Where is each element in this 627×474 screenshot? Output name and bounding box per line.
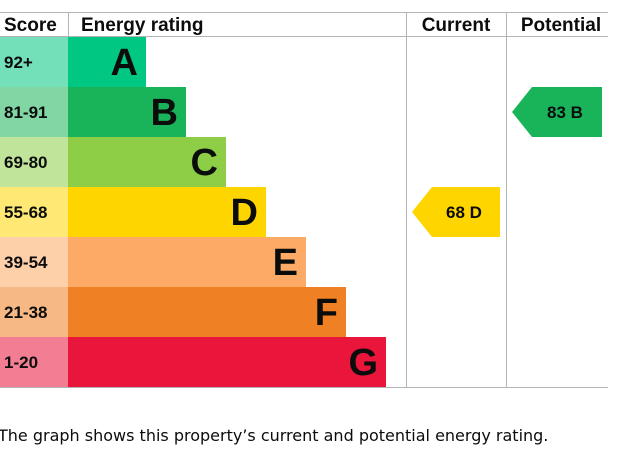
score-cell-e xyxy=(0,237,68,287)
band-bar-b xyxy=(68,87,186,137)
score-cell-c xyxy=(0,137,68,187)
current-rating-arrow xyxy=(412,187,500,237)
band-letter-b: B xyxy=(151,92,178,134)
score-label-g: 1-20 xyxy=(4,353,38,372)
current-rating-label: 68 D xyxy=(446,203,482,222)
score-cell-d xyxy=(0,187,68,237)
band-letter-c: C xyxy=(191,142,218,184)
score-label-b: 81-91 xyxy=(4,103,47,122)
header-potential: Potential xyxy=(521,15,601,36)
score-label-c: 69-80 xyxy=(4,153,47,172)
band-bar-g xyxy=(68,337,386,387)
score-label-e: 39-54 xyxy=(4,253,48,272)
header-energy-rating: Energy rating xyxy=(81,15,203,36)
score-cell-f xyxy=(0,287,68,337)
chart-grid xyxy=(0,12,608,388)
score-cell-g xyxy=(0,337,68,387)
score-cell-b xyxy=(0,87,68,137)
header-current: Current xyxy=(422,15,491,36)
band-letter-g: G xyxy=(348,342,378,384)
band-bar-f xyxy=(68,287,346,337)
band-bar-e xyxy=(68,237,306,287)
band-bar-d xyxy=(68,187,266,237)
rating-bands: 92+ A 81-91 B 69-80 C 55-68 D 39-54 E 21-38 F 1-20 G xyxy=(0,37,386,387)
band-letter-d: D xyxy=(231,192,258,234)
band-bar-a xyxy=(68,37,146,87)
potential-rating-arrow xyxy=(512,87,602,137)
band-letter-e: E xyxy=(273,242,298,284)
band-letter-f: F xyxy=(315,292,338,334)
score-label-d: 55-68 xyxy=(4,203,47,222)
epc-chart: Score Energy rating Current Potential 92… xyxy=(0,12,608,388)
score-cell-a xyxy=(0,37,68,87)
band-bar-c xyxy=(68,137,226,187)
score-label-f: 21-38 xyxy=(4,303,47,322)
potential-rating-label: 83 B xyxy=(547,103,583,122)
header-score: Score xyxy=(4,15,57,36)
band-letter-a: A xyxy=(111,42,138,84)
score-label-a: 92+ xyxy=(4,53,33,72)
rating-arrows: 68 D 83 B xyxy=(412,87,602,237)
chart-caption: The graph shows this property’s current … xyxy=(0,426,549,445)
